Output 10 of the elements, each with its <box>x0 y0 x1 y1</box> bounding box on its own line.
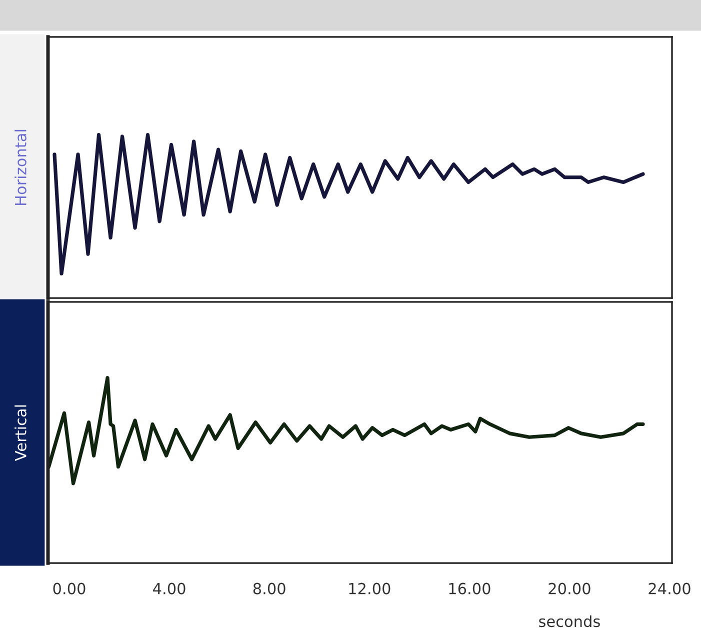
x-tick-label: 8.00 <box>253 582 286 594</box>
y-axis-title: Vertical <box>14 405 26 461</box>
x-tick-label: 0.00 <box>53 582 86 594</box>
x-tick-label: 12.00 <box>349 582 390 594</box>
x-tick-label: 20.00 <box>548 582 590 594</box>
x-tick-label: 16.00 <box>449 582 490 594</box>
x-axis-title: seconds <box>539 615 600 628</box>
x-tick-label: 24.00 <box>648 582 690 594</box>
y-axis-title: Horizontal <box>14 130 26 206</box>
x-tick-label: 4.00 <box>153 582 186 594</box>
